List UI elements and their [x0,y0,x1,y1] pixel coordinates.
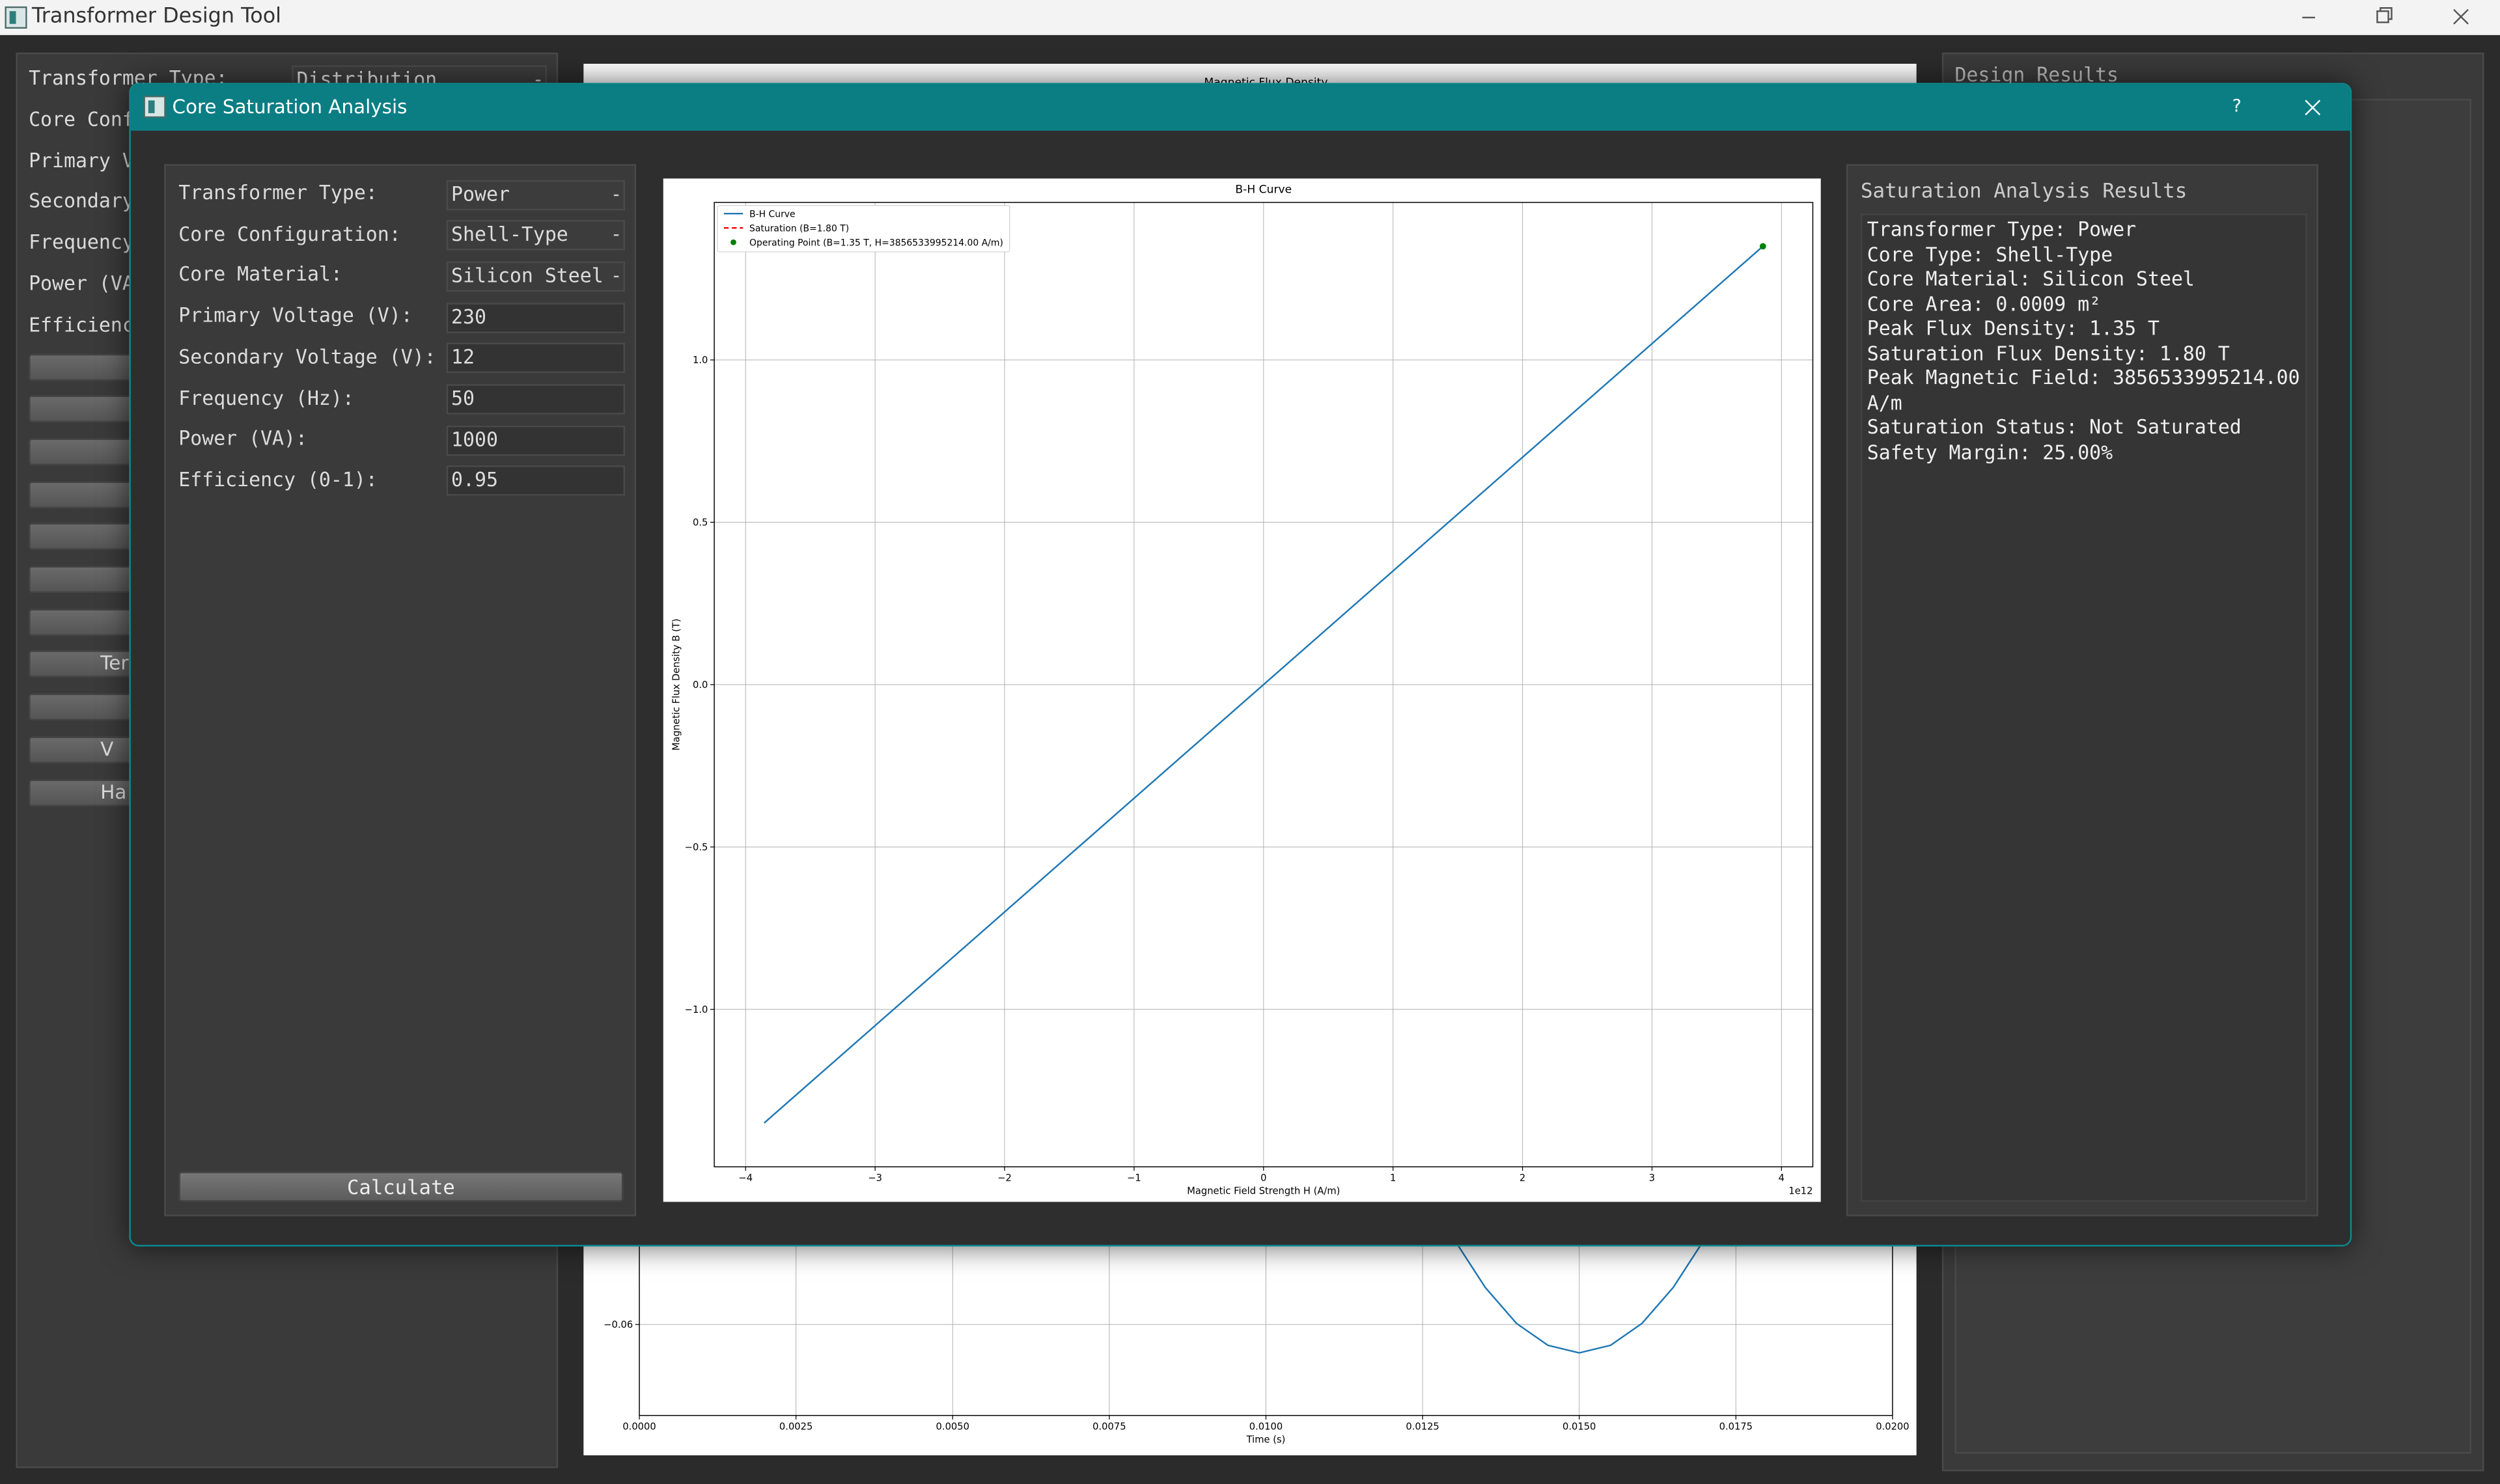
result-line: Core Type: Shell-Type [1867,243,2113,266]
result-line: Core Area: 0.0009 m² [1867,292,2102,315]
field-value: Shell-Type [451,223,568,246]
combo-box[interactable]: Power [446,179,626,210]
result-line: Transformer Type: Power [1867,218,2137,241]
app-icon [5,6,27,29]
legend-label: B-H Curve [749,209,796,219]
x-tick-label: 0 [1260,1173,1266,1184]
combo-arrow [613,234,619,236]
legend-label: Operating Point (B=1.35 T, H=38565339952… [749,238,1003,248]
y-tick-label: −1.0 [685,1004,708,1015]
result-line: Safety Margin: 25.00% [1867,441,2113,463]
dialog-icon [143,95,166,118]
window-controls[interactable] [2280,0,2500,35]
y-tick-label: −0.06 [604,1319,633,1330]
x-tick-label: 0.0125 [1406,1422,1439,1433]
calculate-button[interactable]: Calculate [178,1172,624,1202]
y-tick-label: 1.0 [693,355,708,366]
x-tick-label: 0.0175 [1719,1422,1753,1433]
y-tick-label: 0.0 [693,680,708,691]
legend-swatch [730,239,736,245]
x-tick-label: −3 [868,1173,882,1184]
field-value: 0.95 [451,469,498,492]
x-axis-label: Time (s) [1246,1434,1286,1445]
y-axis-label: Magnetic Flux Density B (T) [671,618,682,750]
results-panel: Saturation Analysis Results Transformer … [1846,164,2318,1216]
field-value: Silicon Steel [451,264,604,287]
text-input[interactable]: 12 [446,343,626,374]
x-tick-label: 3 [1649,1173,1655,1184]
bh-chart: B-H Curve −4 −3 −2 −1 0 1 2 3 4 −1.0 −0.5 0.0 0.5 1.0 M… [663,178,1821,1202]
x-tick-label: 0.0200 [1876,1422,1909,1433]
form-label: Efficiency (0-1): [178,468,378,491]
text-input[interactable]: 1000 [446,425,626,456]
result-line: Saturation Status: Not Saturated [1867,416,2242,439]
title-bar: Transformer Design Tool [0,0,2500,35]
help-button[interactable]: ? [2232,95,2242,117]
plot-area [763,243,1766,1124]
combo-box[interactable]: Silicon Steel [446,261,626,292]
result-line: Peak Magnetic Field: 3856533995214.00 A/… [1867,366,2300,414]
form-label: Core Configuration: [178,223,401,245]
x-axis-label: Magnetic Field Strength H (A/m) [1187,1185,1340,1196]
x-tick-label: 0.0100 [1249,1422,1283,1433]
field-value: 230 [451,305,486,328]
combo-arrow [613,275,619,277]
combo-arrow [535,79,541,81]
results-title: Saturation Analysis Results [1860,178,2188,203]
form-label: Core Material: [178,264,342,286]
result-line: Peak Flux Density: 1.35 T [1867,317,2160,340]
x-tick-label: 0.0000 [622,1422,656,1433]
data-line [763,245,1764,1124]
close-button[interactable] [2304,99,2323,118]
field-value: 12 [451,346,475,369]
y-tick-label: −0.5 [685,842,708,853]
result-line: Saturation Flux Density: 1.80 T [1867,342,2230,364]
text-input[interactable]: 230 [446,302,626,333]
field-value: Power [451,182,510,205]
legend-label: Saturation (B=1.80 T) [749,223,849,234]
combo-box[interactable]: Shell-Type [446,220,626,251]
x-tick-label: −1 [1127,1173,1141,1184]
text-input[interactable]: 0.95 [446,466,626,497]
x-tick-label: 0.0150 [1562,1422,1596,1433]
form-label: Power (VA): [178,427,307,450]
chart-title: B-H Curve [1235,183,1292,196]
window-title: Transformer Design Tool [31,5,282,29]
x-tick-label: 1 [1390,1173,1396,1184]
field-value: 50 [451,387,475,410]
x-tick-label: 0.0075 [1092,1422,1126,1433]
background-results-title: Design Results [1954,63,2119,87]
input-panel: Calculate Transformer Type: Power Core Con… [164,164,637,1216]
x-tick-label: 2 [1520,1173,1525,1184]
form-label: Secondary Voltage (V): [178,345,436,368]
axes-frame [714,202,1814,1168]
results-text: Transformer Type: Power Core Type: Shell-… [1860,213,2307,1202]
dialog-title-bar: Core Saturation Analysis ? [130,84,2350,131]
dialog-title: Core Saturation Analysis [172,95,408,118]
dialog: Core Saturation Analysis ? Calculate Tra… [129,83,2352,1247]
x-tick-label: 0.0025 [779,1422,812,1433]
data-point [1759,243,1766,250]
y-tick-label: 0.5 [693,517,708,529]
combo-arrow [613,193,619,196]
x-tick-label: −4 [738,1173,753,1184]
field-value: 1000 [451,428,498,451]
result-line: Core Material: Silicon Steel [1867,268,2195,290]
text-input[interactable]: 50 [446,384,626,415]
form-label: Transformer Type: [178,182,378,204]
form-label: Primary Voltage (V): [178,304,413,327]
x-tick-label: 4 [1779,1173,1785,1184]
form-label: Frequency (Hz): [178,386,354,409]
x-tick-label: −2 [997,1173,1012,1184]
x-tick-label: 0.0050 [936,1422,969,1433]
axis-offset: 1e12 [1788,1185,1812,1196]
legend-box [717,205,1010,253]
